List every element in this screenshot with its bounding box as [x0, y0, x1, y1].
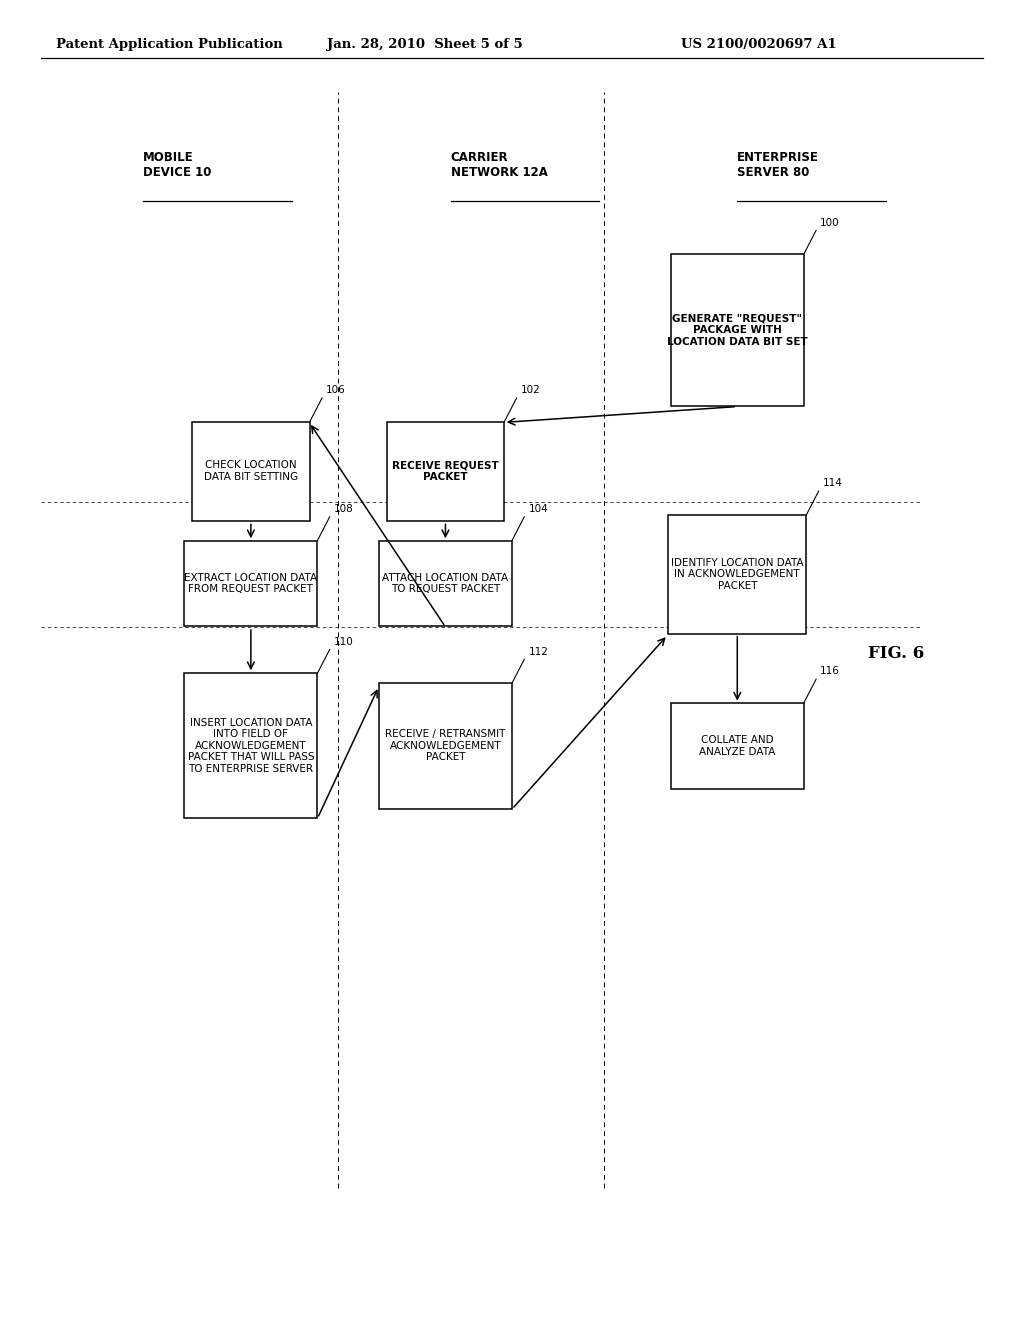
FancyBboxPatch shape	[671, 253, 804, 407]
Text: 100: 100	[820, 218, 840, 227]
Text: IDENTIFY LOCATION DATA
IN ACKNOWLEDGEMENT
PACKET: IDENTIFY LOCATION DATA IN ACKNOWLEDGEMEN…	[671, 557, 804, 591]
Text: RECEIVE / RETRANSMIT
ACKNOWLEDGEMENT
PACKET: RECEIVE / RETRANSMIT ACKNOWLEDGEMENT PAC…	[385, 729, 506, 763]
Text: Jan. 28, 2010  Sheet 5 of 5: Jan. 28, 2010 Sheet 5 of 5	[327, 38, 523, 51]
FancyBboxPatch shape	[184, 541, 317, 626]
Text: ATTACH LOCATION DATA
TO REQUEST PACKET: ATTACH LOCATION DATA TO REQUEST PACKET	[382, 573, 509, 594]
FancyBboxPatch shape	[184, 673, 317, 818]
Text: 104: 104	[528, 504, 548, 513]
Text: FIG. 6: FIG. 6	[868, 645, 924, 661]
Text: CHECK LOCATION
DATA BIT SETTING: CHECK LOCATION DATA BIT SETTING	[204, 461, 298, 482]
Text: ENTERPRISE
SERVER 80: ENTERPRISE SERVER 80	[737, 150, 819, 180]
Text: Patent Application Publication: Patent Application Publication	[56, 38, 283, 51]
Text: 114: 114	[823, 478, 843, 488]
Text: INSERT LOCATION DATA
INTO FIELD OF
ACKNOWLEDGEMENT
PACKET THAT WILL PASS
TO ENTE: INSERT LOCATION DATA INTO FIELD OF ACKNO…	[187, 718, 314, 774]
FancyBboxPatch shape	[379, 541, 512, 626]
FancyBboxPatch shape	[668, 515, 807, 634]
Text: GENERATE "REQUEST"
PACKAGE WITH
LOCATION DATA BIT SET: GENERATE "REQUEST" PACKAGE WITH LOCATION…	[667, 313, 808, 347]
Text: 112: 112	[528, 647, 548, 657]
FancyBboxPatch shape	[193, 422, 309, 520]
FancyBboxPatch shape	[387, 422, 504, 520]
Text: 108: 108	[334, 504, 353, 513]
FancyBboxPatch shape	[379, 682, 512, 808]
Text: RECEIVE REQUEST
PACKET: RECEIVE REQUEST PACKET	[392, 461, 499, 482]
Text: EXTRACT LOCATION DATA
FROM REQUEST PACKET: EXTRACT LOCATION DATA FROM REQUEST PACKE…	[184, 573, 317, 594]
Text: COLLATE AND
ANALYZE DATA: COLLATE AND ANALYZE DATA	[699, 735, 775, 756]
Text: US 2100/0020697 A1: US 2100/0020697 A1	[681, 38, 837, 51]
Text: 116: 116	[820, 667, 840, 676]
Text: 110: 110	[334, 636, 353, 647]
FancyBboxPatch shape	[671, 704, 804, 789]
Text: CARRIER
NETWORK 12A: CARRIER NETWORK 12A	[451, 150, 548, 180]
Text: 102: 102	[520, 385, 541, 396]
Text: MOBILE
DEVICE 10: MOBILE DEVICE 10	[143, 150, 212, 180]
Text: 106: 106	[326, 385, 346, 396]
